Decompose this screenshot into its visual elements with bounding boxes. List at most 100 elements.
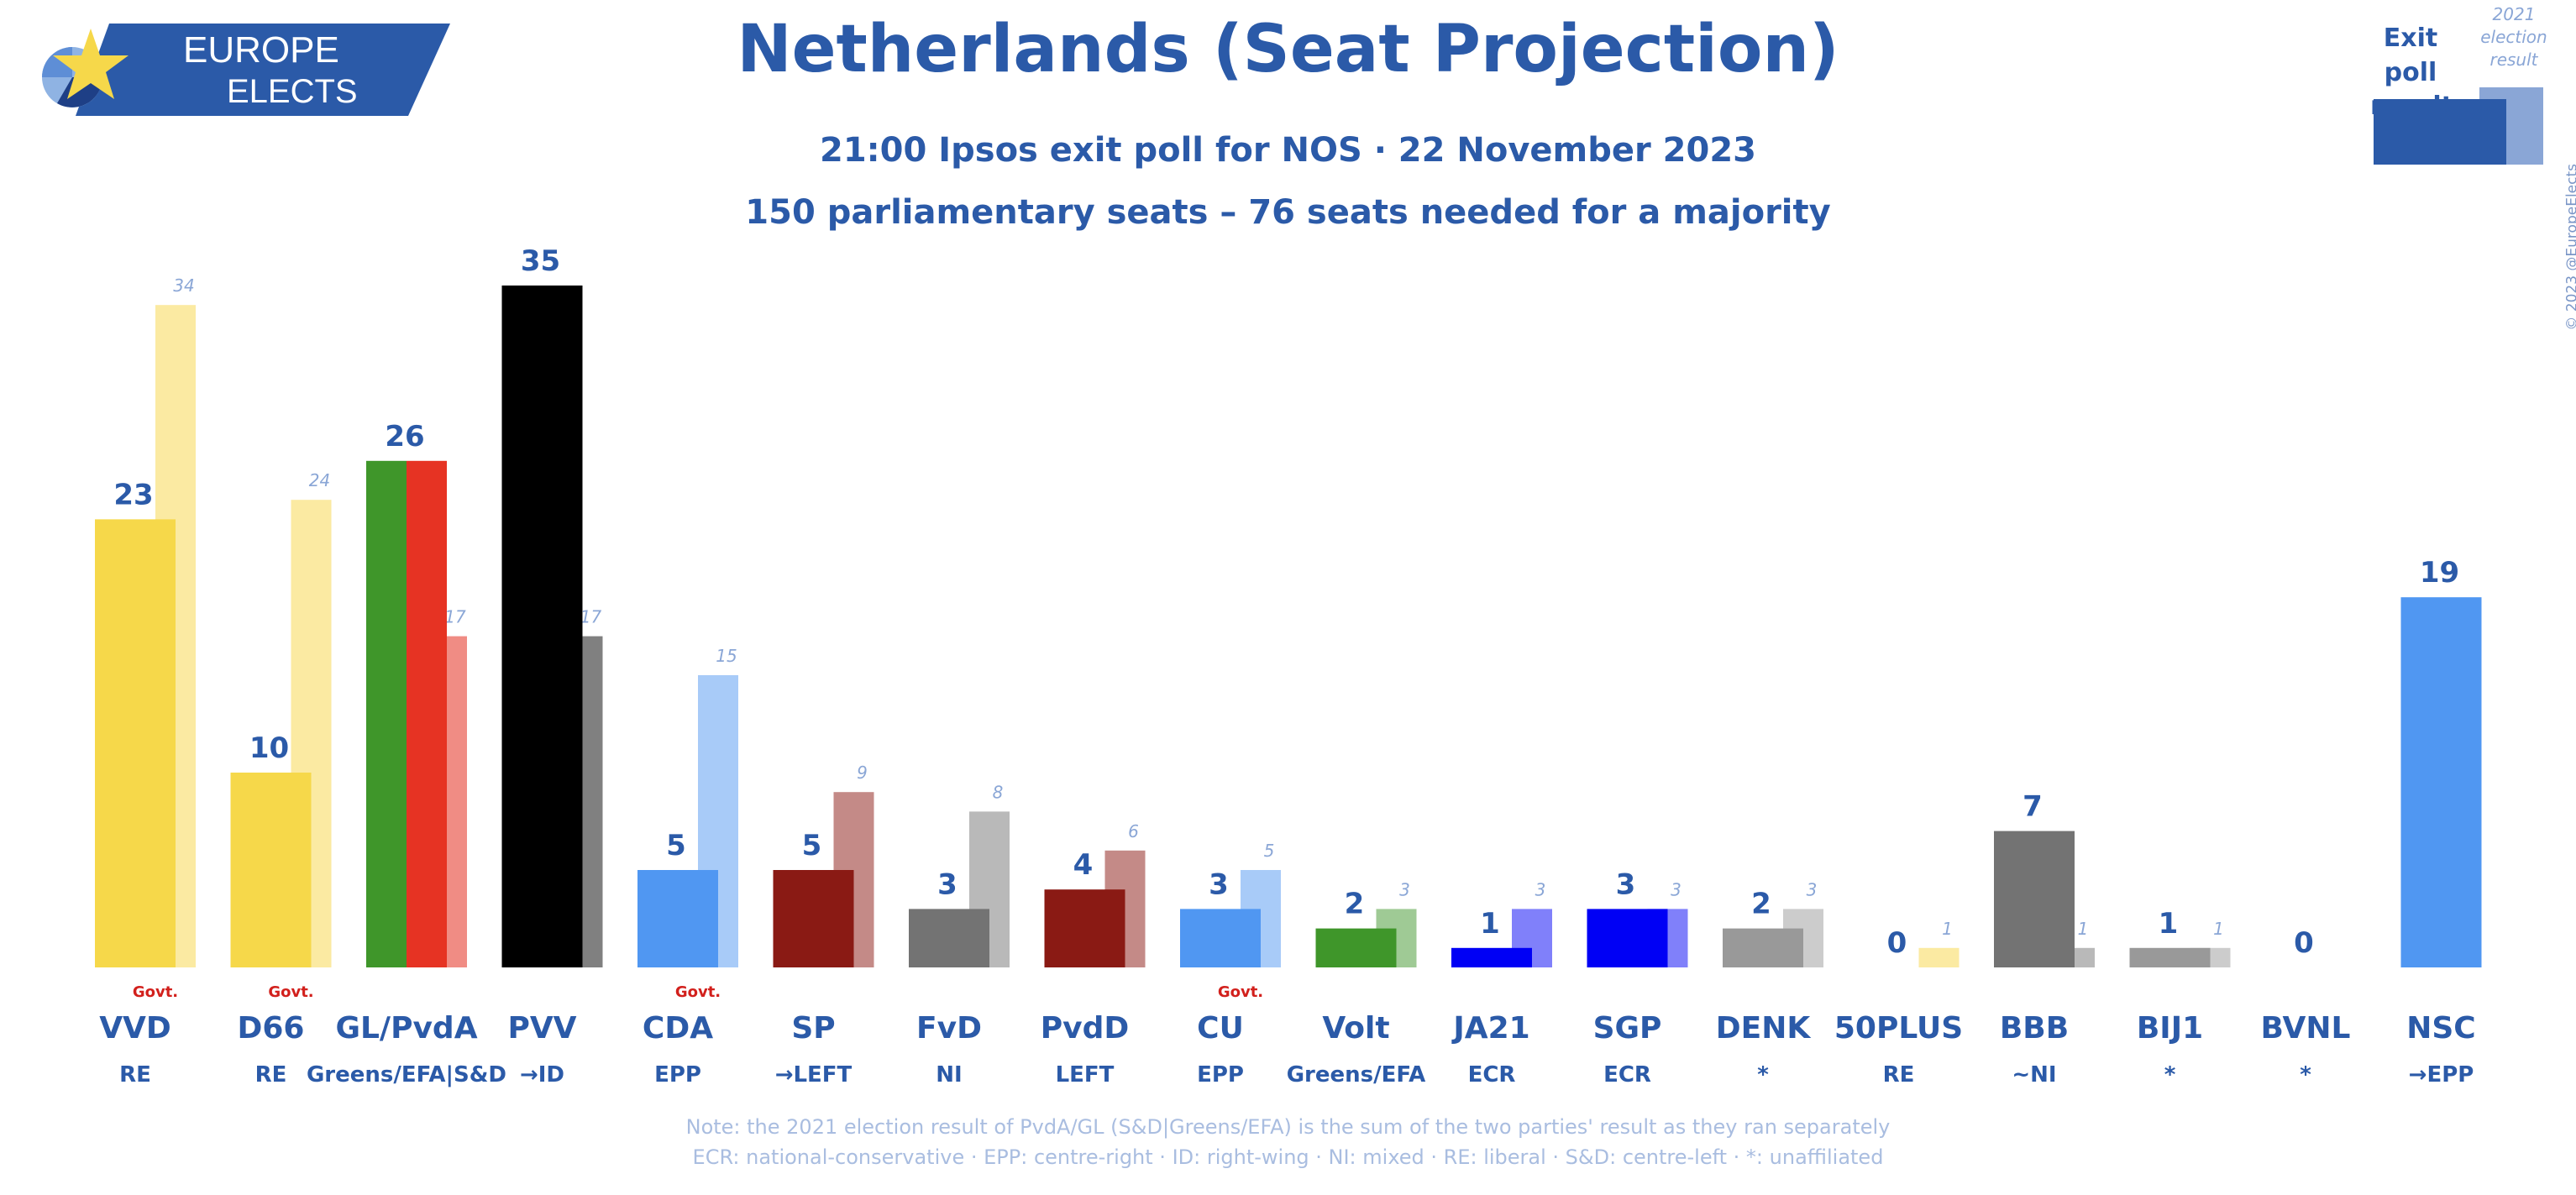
party-group-denk: * — [1757, 1062, 1769, 1088]
legend-current-swatch — [2374, 99, 2506, 165]
bar-exit-poll-bbb — [1994, 831, 2075, 967]
seat-projection-chart: 3423Govt.VVDRE2410Govt.D66RE1726GL/PvdAG… — [95, 244, 2482, 1088]
label-exit-poll-bbb: 7 — [2023, 790, 2043, 824]
party-name-gl-pvda: GL/PvdA — [335, 1011, 477, 1046]
legend-previous-label: 2021 election result — [2480, 4, 2547, 70]
party-name-cu: CU — [1197, 1011, 1244, 1046]
label-2021-fvd: 8 — [993, 782, 1004, 802]
label-exit-poll-gl-pvda: 26 — [385, 420, 424, 453]
label-2021-vvd: 34 — [173, 275, 194, 296]
label-exit-poll-sp: 5 — [802, 829, 822, 862]
party-group-sgp: ECR — [1603, 1062, 1651, 1088]
party-group-bij1: * — [2164, 1062, 2176, 1088]
party-group-ja21: ECR — [1468, 1062, 1516, 1088]
bar-exit-poll-vvd — [95, 519, 176, 967]
party-group-volt: Greens/EFA — [1287, 1062, 1426, 1088]
bar-exit-poll-denk — [1723, 928, 1803, 967]
label-exit-poll-vvd: 23 — [113, 478, 153, 511]
govt-marker-vvd: Govt. — [133, 983, 178, 1001]
bar-exit-poll-sp — [773, 870, 854, 967]
party-group-nsc: →EPP — [2409, 1062, 2474, 1088]
party-name-cda: CDA — [643, 1011, 713, 1046]
party-name-vvd: VVD — [99, 1011, 171, 1046]
label-exit-poll-bij1: 1 — [2159, 907, 2179, 941]
label-exit-poll-ja21: 1 — [1480, 907, 1500, 941]
party-name-denk: DENK — [1716, 1011, 1812, 1046]
label-2021-pvv: 17 — [580, 607, 602, 627]
party-group-d66: RE — [255, 1062, 287, 1088]
party-name-d66: D66 — [238, 1011, 305, 1046]
party-name-sgp: SGP — [1593, 1011, 1662, 1046]
logo-banner — [76, 24, 450, 116]
bar-exit-poll-nsc — [2400, 597, 2482, 967]
party-group-pvv: →ID — [520, 1062, 564, 1088]
party-name-bvnl: BVNL — [2261, 1011, 2351, 1046]
party-name-nsc: NSC — [2406, 1011, 2475, 1046]
label-exit-poll-nsc: 19 — [2420, 556, 2459, 590]
party-name-fvd: FvD — [916, 1011, 982, 1046]
label-exit-poll-d66: 10 — [249, 731, 289, 765]
logo-star-icon — [53, 29, 129, 99]
bar-exit-poll-pvv — [501, 286, 583, 967]
party-name-volt: Volt — [1322, 1011, 1389, 1046]
label-2021-d66: 24 — [309, 470, 330, 490]
bar-exit-poll-sgp — [1587, 909, 1668, 967]
label-2021-gl-pvda: 17 — [444, 607, 466, 627]
chart-title: Netherlands (Seat Projection) — [737, 12, 1839, 87]
bar-exit-poll-cu — [1180, 909, 1261, 967]
label-2021-denk: 3 — [1807, 879, 1818, 899]
bar-exit-poll-cda — [637, 870, 718, 967]
bar-exit-poll-volt — [1315, 928, 1397, 967]
label-2021-50plus: 1 — [1942, 919, 1953, 939]
label-exit-poll-fvd: 3 — [937, 867, 957, 901]
bar-exit-poll-fvd — [909, 909, 989, 967]
party-group-bbb: ~NI — [2012, 1062, 2056, 1088]
label-2021-sgp: 3 — [1671, 879, 1681, 899]
footnote-pvda-gl: Note: the 2021 election result of PvdA/G… — [685, 1115, 1891, 1139]
bar-exit-poll-bij1 — [2129, 947, 2211, 967]
label-exit-poll-50plus: 0 — [1887, 926, 1907, 960]
label-exit-poll-bvnl: 0 — [2294, 926, 2314, 960]
label-2021-bbb: 1 — [2078, 919, 2089, 939]
party-name-pvdd: PvdD — [1041, 1011, 1130, 1046]
party-name-bij1: BIJ1 — [2137, 1011, 2203, 1046]
party-name-ja21: JA21 — [1451, 1011, 1529, 1046]
chart-subtitle-poll: 21:00 Ipsos exit poll for NOS · 22 Novem… — [820, 131, 1756, 170]
logo-text-line1: EUROPE — [183, 29, 339, 71]
govt-marker-cda: Govt. — [675, 983, 721, 1001]
party-name-pvv: PVV — [507, 1011, 576, 1046]
govt-marker-d66: Govt. — [268, 983, 313, 1001]
footnote-group-legend: ECR: national-conservative · EPP: centre… — [692, 1145, 1884, 1169]
label-exit-poll-cu: 3 — [1209, 867, 1229, 901]
party-group-50plus: RE — [1883, 1062, 1915, 1088]
label-2021-cu: 5 — [1264, 841, 1275, 861]
label-exit-poll-sgp: 3 — [1616, 867, 1636, 901]
label-exit-poll-cda: 5 — [666, 829, 686, 862]
party-name-bbb: BBB — [2000, 1011, 2069, 1046]
label-2021-bij1: 1 — [2213, 919, 2224, 939]
label-2021-pvdd: 6 — [1128, 821, 1139, 841]
bar-exit-poll-ja21 — [1451, 947, 1532, 967]
label-2021-sp: 9 — [857, 763, 868, 783]
bar-2021-50plus — [1918, 947, 1960, 967]
party-group-bvnl: * — [2300, 1062, 2311, 1088]
chart-subtitle-seats: 150 parliamentary seats – 76 seats neede… — [745, 193, 1831, 232]
govt-marker-cu: Govt. — [1218, 983, 1263, 1001]
label-2021-cda: 15 — [716, 646, 737, 666]
party-group-cu: EPP — [1197, 1062, 1244, 1088]
label-exit-poll-pvv: 35 — [521, 244, 560, 278]
bar-exit-poll-gl-pvda-2 — [407, 460, 447, 967]
bar-exit-poll-d66 — [230, 773, 312, 967]
bar-exit-poll-pvdd — [1044, 889, 1125, 967]
party-group-pvdd: LEFT — [1056, 1062, 1115, 1088]
party-group-cda: EPP — [654, 1062, 701, 1088]
logo-text-line2: ELECTS — [227, 73, 358, 110]
party-name-50plus: 50PLUS — [1834, 1011, 1963, 1046]
label-exit-poll-denk: 2 — [1751, 888, 1771, 921]
party-group-fvd: NI — [936, 1062, 962, 1088]
party-name-sp: SP — [791, 1011, 835, 1046]
label-exit-poll-pvdd: 4 — [1073, 848, 1094, 882]
party-group-vvd: RE — [119, 1062, 151, 1088]
label-exit-poll-volt: 2 — [1345, 888, 1365, 921]
label-2021-volt: 3 — [1399, 879, 1410, 899]
